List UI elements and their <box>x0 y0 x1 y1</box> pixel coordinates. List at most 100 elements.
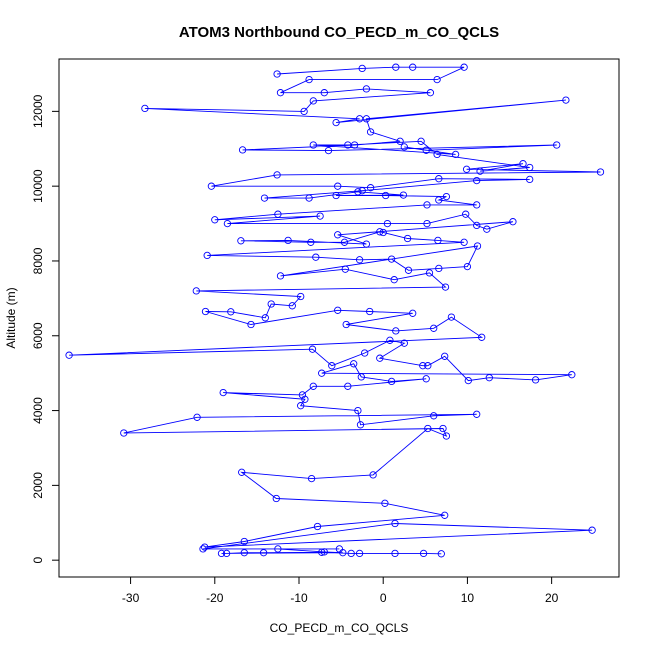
y-axis-label: Altitude (m) <box>4 287 18 348</box>
data-point <box>400 143 408 151</box>
data-point <box>478 333 486 341</box>
data-point <box>451 150 460 159</box>
data-point <box>222 549 231 558</box>
y-axis: 0 2000 4000 6000 8000 10000 12000 <box>31 94 59 564</box>
data-point <box>357 373 365 381</box>
data-point <box>237 237 245 245</box>
data-point <box>309 141 317 149</box>
data-point <box>382 191 390 200</box>
data-point <box>419 362 427 370</box>
data-point <box>464 376 472 385</box>
data-point <box>227 308 235 316</box>
series-line <box>69 66 601 555</box>
data-point <box>358 64 366 73</box>
data-point <box>435 264 443 273</box>
data-point <box>392 327 400 335</box>
data-point <box>588 526 596 534</box>
data-point <box>386 336 394 344</box>
y-tick-label: 6000 <box>31 322 45 349</box>
data-point <box>276 272 285 280</box>
data-point <box>366 184 375 192</box>
data-point <box>362 115 371 123</box>
data-point <box>284 236 292 245</box>
data-point <box>424 424 432 433</box>
data-point <box>301 395 309 403</box>
data-point <box>442 192 451 201</box>
data-point <box>297 292 305 301</box>
data-point <box>404 266 413 274</box>
data-point <box>376 228 384 236</box>
data-point <box>409 309 417 317</box>
data-point <box>332 191 340 200</box>
data-point <box>430 412 438 420</box>
data-point <box>217 549 226 558</box>
data-point <box>354 406 362 415</box>
y-tick-label: 2000 <box>31 472 45 499</box>
data-point <box>247 320 255 329</box>
data-point <box>342 320 350 329</box>
data-point <box>403 234 412 243</box>
data-point <box>288 302 296 310</box>
data-point <box>426 89 435 97</box>
data-point <box>423 219 431 228</box>
data-point <box>381 499 389 507</box>
x-axis-label: CO_PECD_m_CO_QCLS <box>270 621 409 635</box>
data-point <box>441 283 450 291</box>
data-point <box>313 522 322 531</box>
data-point <box>422 146 430 154</box>
data-point <box>273 171 281 179</box>
data-point <box>531 376 540 384</box>
data-point <box>390 276 398 284</box>
data-point <box>65 351 73 359</box>
data-point <box>219 388 227 397</box>
data-point <box>120 429 128 437</box>
data-point <box>391 519 399 528</box>
y-tick-label: 8000 <box>31 247 45 274</box>
data-point <box>334 231 342 239</box>
data-point <box>387 377 396 386</box>
data-point <box>366 307 374 316</box>
data-point <box>260 194 269 202</box>
data-point <box>355 256 364 264</box>
data-point <box>340 238 349 246</box>
y-tick-label: 4000 <box>31 397 45 424</box>
data-point <box>344 382 352 390</box>
data-point <box>307 474 316 483</box>
data-point <box>476 167 484 175</box>
data-point <box>473 176 481 185</box>
y-tick-label: 12000 <box>31 94 45 128</box>
data-point <box>391 549 399 558</box>
data-point <box>562 96 570 104</box>
data-point <box>392 63 400 71</box>
data-point <box>361 349 369 357</box>
data-point <box>568 371 576 379</box>
data-point <box>400 339 408 347</box>
data-point <box>509 218 517 226</box>
x-axis: -30 -20 -10 0 10 20 <box>122 577 559 605</box>
series-layer <box>65 63 605 558</box>
data-point <box>211 216 219 224</box>
data-point <box>207 182 216 190</box>
data-point <box>437 550 445 558</box>
data-point <box>473 201 481 209</box>
data-point <box>341 265 349 273</box>
data-point <box>300 107 308 116</box>
data-point <box>419 549 428 558</box>
data-point <box>439 424 447 433</box>
data-point <box>274 545 282 553</box>
data-point <box>387 255 396 263</box>
data-point <box>307 238 315 246</box>
data-point <box>324 146 333 155</box>
data-point <box>430 324 438 332</box>
data-point <box>463 262 472 271</box>
data-point <box>328 362 336 370</box>
data-point <box>435 175 443 183</box>
data-point <box>334 306 342 314</box>
data-point <box>441 511 449 519</box>
data-point <box>473 242 482 250</box>
y-tick-label: 10000 <box>31 169 45 203</box>
data-point <box>435 196 443 204</box>
data-point <box>553 141 561 149</box>
data-point <box>223 219 232 228</box>
